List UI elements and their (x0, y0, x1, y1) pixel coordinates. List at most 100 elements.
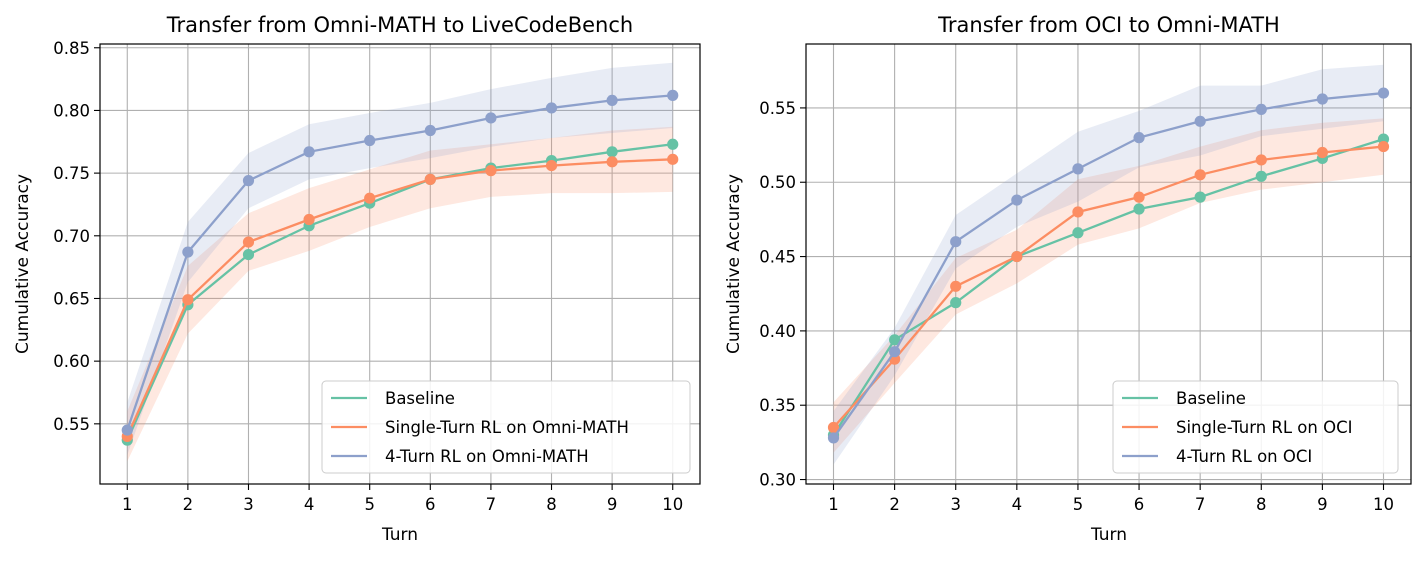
chart-title: Transfer from OCI to Omni-MATH (937, 13, 1280, 37)
data-point (1255, 170, 1267, 182)
series-line (832, 91, 1384, 439)
data-point (545, 102, 558, 114)
grid (100, 44, 700, 484)
data-point (424, 173, 436, 185)
x-tick-label: 1 (828, 495, 839, 514)
x-tick-label: 3 (950, 495, 961, 514)
y-tick-label: 0.80 (53, 101, 90, 120)
data-point (1133, 132, 1145, 144)
y-tick-label: 0.55 (759, 99, 796, 118)
data-point (1133, 203, 1145, 215)
series-line (126, 143, 673, 441)
data-point (1316, 146, 1328, 159)
data-point (1011, 250, 1023, 263)
y-tick-label: 0.30 (759, 471, 796, 490)
data-point (242, 248, 255, 261)
chart-title: Transfer from Omni-MATH to LiveCodeBench (166, 13, 633, 37)
data-point (242, 175, 255, 187)
x-tick-label: 5 (364, 495, 375, 514)
data-point (364, 192, 376, 204)
y-tick-label: 0.55 (53, 415, 90, 434)
data-point (950, 236, 962, 248)
legend-label: 4-Turn RL on OCI (1176, 447, 1312, 466)
x-tick-label: 8 (1256, 495, 1267, 514)
x-tick-label: 4 (304, 495, 315, 514)
data-point (1072, 206, 1084, 218)
data-point (667, 89, 679, 101)
confidence-band (127, 62, 673, 456)
data-point (606, 94, 618, 107)
data-point (121, 424, 133, 436)
x-tick-label: 6 (1134, 495, 1145, 514)
x-tick-label: 10 (1373, 495, 1394, 514)
data-point (667, 138, 679, 150)
legend-label: Baseline (385, 389, 455, 408)
data-point (364, 134, 376, 147)
legend-label: Single-Turn RL on Omni-MATH (385, 418, 629, 437)
data-point (606, 146, 618, 158)
x-tick-label: 2 (889, 495, 900, 514)
data-point (1072, 227, 1084, 239)
data-point (182, 294, 194, 306)
data-point (889, 334, 901, 346)
data-point (606, 156, 618, 168)
data-point (424, 124, 436, 137)
data-point (303, 146, 315, 158)
x-tick-label: 8 (546, 495, 557, 514)
y-tick-label: 0.65 (53, 289, 90, 308)
confidence-band (127, 126, 673, 462)
x-tick-label: 6 (425, 495, 436, 514)
data-point (950, 297, 962, 309)
x-tick-label: 2 (183, 495, 194, 514)
x-tick-label: 10 (662, 495, 683, 514)
x-tick-label: 5 (1073, 495, 1084, 514)
data-point (242, 236, 255, 248)
data-point (1377, 140, 1390, 153)
data-point (827, 432, 840, 444)
x-tick-label: 1 (122, 495, 133, 514)
x-tick-label: 7 (486, 495, 497, 514)
legend-label: Single-Turn RL on OCI (1176, 418, 1352, 437)
y-tick-label: 0.35 (759, 396, 796, 415)
legend-box (321, 380, 691, 474)
x-tick-label: 9 (607, 495, 618, 514)
x-tick-label: 3 (243, 495, 254, 514)
legend-label: 4-Turn RL on Omni-MATH (385, 447, 589, 466)
x-axis-label: Turn (381, 525, 418, 545)
x-tick-label: 4 (1012, 495, 1023, 514)
data-point (1255, 154, 1267, 166)
data-point (545, 159, 558, 172)
data-point (1316, 93, 1328, 105)
legend-box (1112, 380, 1399, 474)
data-point (303, 213, 315, 226)
data-point (1133, 191, 1145, 203)
legend: Baseline Single-Turn RL on OCI 4-Turn RL o… (1112, 380, 1399, 474)
data-point (889, 346, 901, 358)
data-point (1072, 163, 1084, 175)
data-point (485, 112, 497, 124)
series-line (126, 158, 673, 437)
data-point (1255, 103, 1267, 116)
series-line (832, 145, 1384, 429)
data-point (950, 280, 962, 292)
y-tick-label: 0.45 (759, 248, 796, 267)
x-axis-label: Turn (1090, 525, 1127, 545)
y-tick-label: 0.60 (53, 352, 90, 371)
data-point (667, 153, 679, 165)
data-point (827, 421, 840, 434)
y-tick-label: 0.50 (759, 173, 796, 192)
axes-frame (805, 43, 1412, 485)
data-point (1194, 115, 1206, 127)
x-tick-label: 7 (1195, 495, 1206, 514)
legend: Baseline Single-Turn RL on Omni-MATH 4-Tur… (321, 380, 691, 474)
data-point (1011, 194, 1023, 206)
y-tick-label: 0.70 (53, 227, 90, 246)
x-tick-label: 9 (1317, 495, 1328, 514)
panel-right: Transfer from OCI to Omni-MATH Turn Cumu… (724, 13, 1412, 545)
y-tick-label: 0.75 (53, 164, 90, 183)
panel-left: Transfer from Omni-MATH to LiveCodeBench… (13, 13, 701, 545)
data-point (485, 165, 497, 177)
y-axis-label: Cumulative Accuracy (13, 174, 33, 354)
